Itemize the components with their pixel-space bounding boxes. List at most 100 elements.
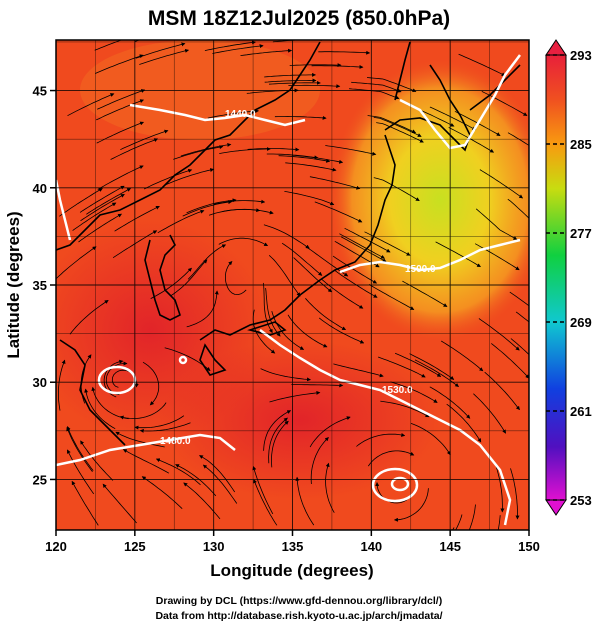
- streamline: [288, 84, 341, 89]
- streamline: [394, 352, 442, 377]
- colorbar: 293 285 277 269 261 253: [545, 39, 592, 516]
- colorbar-max-triangle: [545, 39, 567, 56]
- streamline: [318, 50, 371, 55]
- streamline: [314, 201, 363, 223]
- contour-west-edge: [56, 179, 72, 241]
- coastline-sakhalin: [394, 41, 411, 101]
- chart-title: MSM 18Z12Jul2025 (850.0hPa): [148, 7, 450, 30]
- streamline: [278, 155, 331, 163]
- streamline: [182, 200, 233, 217]
- colorbar-tick-label-261: 261: [570, 404, 592, 419]
- streamline: [97, 89, 146, 110]
- streamline: [183, 482, 221, 520]
- streamline: [295, 476, 315, 526]
- streamline: [122, 449, 170, 474]
- streamline: [509, 291, 529, 307]
- streamline: [333, 269, 378, 298]
- streamline: [333, 363, 384, 378]
- streamline: [164, 168, 215, 186]
- streamline: [341, 236, 387, 262]
- streamline: [380, 400, 430, 418]
- contour-label-1440: 1440.0: [225, 109, 256, 120]
- streamline: [339, 233, 385, 259]
- streamline: [218, 237, 269, 247]
- streamline: [429, 386, 471, 419]
- streamline: [97, 165, 144, 190]
- x-tick-label-150: 150: [518, 539, 540, 554]
- streamline: [274, 115, 327, 120]
- warm-region-south: [160, 340, 440, 500]
- streamline: [367, 115, 417, 134]
- streamline: [332, 255, 378, 284]
- streamline: [58, 359, 66, 411]
- streamline: [510, 338, 529, 356]
- streamline: [263, 224, 310, 249]
- streamline: [515, 311, 529, 323]
- streamline: [240, 48, 293, 56]
- streamline: [351, 81, 402, 93]
- streamline: [364, 231, 411, 256]
- streamline: [491, 343, 529, 379]
- contour-1440-north: [129, 103, 306, 127]
- grid-lines: [56, 40, 529, 530]
- x-tick-label-145: 145: [439, 539, 461, 554]
- streamline: [66, 425, 94, 471]
- streamline: [390, 381, 438, 403]
- streamline: [66, 426, 93, 472]
- streamline: [474, 243, 520, 271]
- streamline: [510, 468, 520, 520]
- streamline: [78, 213, 122, 243]
- colorbar-tick-label-293: 293: [570, 48, 592, 63]
- streamline: [414, 359, 460, 388]
- contour-label-1530: 1530.0: [382, 385, 413, 396]
- streamline: [96, 99, 145, 121]
- colorbar-tick-label-269: 269: [570, 315, 592, 330]
- streamline: [507, 198, 529, 219]
- streamline: [264, 78, 317, 83]
- streamline: [202, 464, 238, 504]
- streamline: [102, 483, 137, 524]
- streamline: [367, 450, 415, 467]
- y-tick-label-25: 25: [33, 472, 47, 487]
- streamline: [268, 417, 288, 464]
- streamline: [410, 423, 451, 456]
- credit-data: Data from http://database.rish.kyoto-u.a…: [155, 610, 442, 622]
- streamline: [94, 40, 123, 51]
- streamline: [368, 284, 415, 310]
- cool-region-northeast: [330, 60, 529, 340]
- streamline: [479, 169, 524, 199]
- streamline: [484, 371, 520, 411]
- plot-area: 1440.0 1500.0 1530.0 1480.0: [56, 40, 529, 530]
- y-tick-label-35: 35: [33, 278, 47, 293]
- x-tick-label-125: 125: [124, 539, 146, 554]
- streamline: [455, 514, 463, 530]
- streamline: [141, 476, 183, 509]
- colorbar-scale: [545, 54, 567, 501]
- streamline: [175, 464, 217, 497]
- streamline: [310, 437, 329, 485]
- contour-1440-east: [399, 54, 521, 150]
- contour-label-1480: 1480.0: [160, 436, 191, 447]
- contour-1530: [259, 329, 512, 526]
- x-axis-ticks: 120 125 130 135 140 145 150: [45, 530, 540, 554]
- streamline: [435, 241, 481, 268]
- streamline: [67, 449, 95, 495]
- colorbar-tick-label-285: 285: [570, 137, 592, 152]
- streamline: [262, 282, 273, 334]
- credit-drawing: Drawing by DCL (https://www.gfd-dennou.o…: [156, 595, 442, 607]
- streamline: [253, 479, 278, 526]
- streamline: [264, 72, 317, 78]
- streamline: [289, 63, 342, 68]
- streamline: [269, 390, 321, 403]
- coastline-china-east: [59, 339, 126, 446]
- streamline: [56, 246, 97, 279]
- contour-1500: [339, 238, 521, 274]
- streamline: [71, 480, 99, 526]
- streamline: [376, 122, 424, 143]
- contour-typhoon-outer: [371, 467, 419, 503]
- colorbar-tick-label-277: 277: [570, 226, 592, 241]
- streamline: [80, 193, 125, 222]
- streamline: [173, 145, 224, 160]
- contour-label-1500: 1500.0: [405, 264, 436, 275]
- y-tick-label-40: 40: [33, 181, 47, 196]
